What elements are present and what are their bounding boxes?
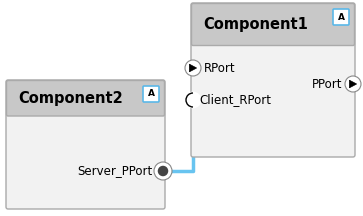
Text: Component1: Component1 [203, 17, 308, 32]
FancyBboxPatch shape [333, 9, 349, 25]
Text: A: A [147, 89, 155, 98]
Circle shape [158, 166, 168, 176]
Text: Server_PPort: Server_PPort [77, 165, 152, 178]
Circle shape [185, 60, 201, 76]
Circle shape [345, 76, 361, 92]
Text: Client_RPort: Client_RPort [199, 94, 271, 106]
Text: PPort: PPort [311, 78, 342, 91]
FancyBboxPatch shape [192, 3, 355, 46]
Text: RPort: RPort [204, 62, 236, 75]
Polygon shape [189, 64, 197, 72]
FancyBboxPatch shape [7, 81, 164, 116]
Circle shape [154, 162, 172, 180]
Text: Component2: Component2 [18, 91, 123, 106]
Text: A: A [338, 13, 344, 22]
FancyBboxPatch shape [191, 3, 355, 157]
Circle shape [185, 92, 201, 108]
Polygon shape [350, 80, 356, 88]
FancyBboxPatch shape [6, 80, 165, 209]
FancyBboxPatch shape [143, 86, 159, 102]
